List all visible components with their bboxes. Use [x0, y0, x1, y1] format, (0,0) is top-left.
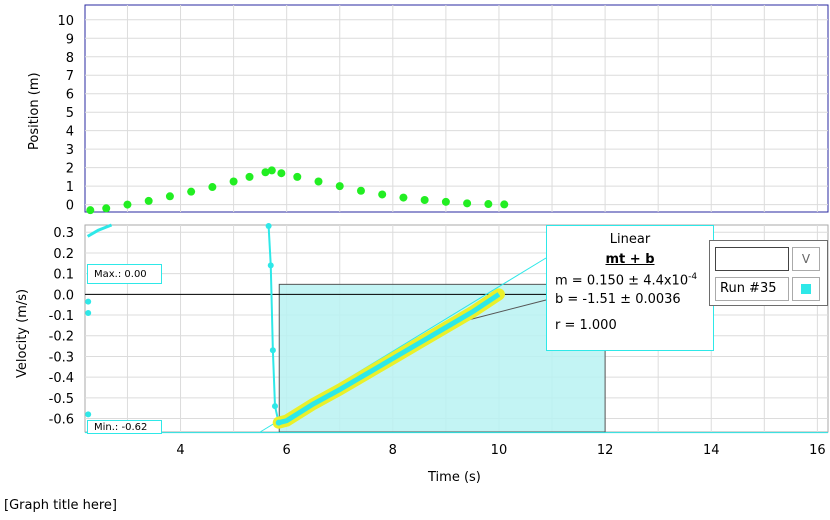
fit-title: Linear: [609, 232, 651, 247]
time-tick-label: 12: [597, 443, 614, 458]
position-point: [420, 195, 429, 204]
velocity-point: [85, 411, 92, 418]
position-tick-label: 0: [66, 199, 74, 214]
position-point: [245, 172, 254, 181]
position-grid: [85, 5, 828, 212]
position-point: [123, 200, 132, 209]
position-point: [314, 177, 323, 186]
velocity-tick-label: -0.6: [49, 413, 74, 428]
graph-title[interactable]: [Graph title here]: [4, 498, 117, 513]
legend-color-button[interactable]: [792, 277, 820, 301]
fit-slope-text: m = 0.150 ± 4.4x10: [555, 273, 689, 289]
time-tick-label: 10: [491, 443, 508, 458]
velocity-point: [269, 347, 276, 354]
velocity-tick-label: -0.1: [49, 309, 74, 324]
legend-swatch: [801, 284, 811, 294]
velocity-tick-label: 0.0: [53, 288, 74, 303]
velocity-tick-label: -0.2: [49, 330, 74, 345]
time-tick-label: 6: [283, 443, 291, 458]
position-plot-area[interactable]: [84, 4, 829, 213]
position-tick-label: 4: [66, 125, 74, 140]
velocity-tick-label: 0.2: [53, 247, 74, 262]
position-point: [144, 196, 153, 205]
velocity-tick-label: 0.3: [53, 226, 74, 241]
linear-fit-box[interactable]: Linear mt + b m = 0.150 ± 4.4x10-4 b = -…: [546, 225, 714, 351]
velocity-point: [85, 298, 92, 305]
position-point: [335, 182, 344, 191]
position-tick-label: 9: [66, 32, 74, 47]
position-series: [86, 166, 509, 215]
time-tick-label: 8: [389, 443, 397, 458]
legend-unit-button[interactable]: V: [792, 247, 820, 271]
position-point: [484, 200, 493, 209]
position-point: [86, 206, 95, 215]
position-point: [277, 169, 286, 178]
position-point: [463, 199, 472, 208]
run-legend: V Run #35: [709, 240, 828, 306]
position-point: [165, 192, 174, 201]
position-point: [261, 168, 270, 177]
position-point: [293, 172, 302, 181]
max-stat-box[interactable]: Max.: 0.00: [87, 264, 162, 284]
position-tick-label: 10: [57, 14, 74, 29]
velocity-point: [267, 262, 274, 269]
fit-slope-exponent: -4: [688, 272, 698, 282]
velocity-tick-label: -0.3: [49, 350, 74, 365]
position-tick-label: 3: [66, 143, 74, 158]
fit-intercept: b = -1.51 ± 0.0036: [555, 292, 681, 307]
position-point: [267, 166, 276, 175]
time-tick-label: 16: [809, 443, 826, 458]
velocity-point: [265, 223, 272, 230]
legend-run-label[interactable]: Run #35: [715, 277, 789, 301]
position-point: [208, 183, 217, 192]
legend-value-field[interactable]: [715, 247, 789, 271]
position-point: [187, 187, 196, 196]
velocity-line-fit: [278, 292, 501, 426]
velocity-point: [271, 403, 278, 410]
velocity-point: [85, 309, 92, 316]
velocity-tick-labels: 0.3 0.2 0.1 0.0 -0.1 -0.2 -0.3 -0.4 -0.5 -0.6: [49, 226, 74, 427]
velocity-axis-label: Velocity (m/s): [15, 289, 30, 378]
position-tick-label: 6: [66, 88, 74, 103]
velocity-series: [85, 223, 505, 429]
position-point: [102, 204, 111, 213]
time-tick-label: 14: [703, 443, 720, 458]
position-tick-label: 7: [66, 69, 74, 84]
velocity-tick-label: 0.1: [53, 268, 74, 283]
time-tick-labels: 4 6 8 10 12 14 16: [176, 443, 825, 458]
position-axis-label: Position (m): [27, 72, 42, 150]
velocity-tick-label: -0.4: [49, 371, 74, 386]
position-point: [500, 200, 509, 209]
position-point: [378, 190, 387, 199]
position-point: [229, 177, 238, 186]
min-stat-box[interactable]: Min.: -0.62: [87, 420, 162, 434]
position-tick-label: 2: [66, 162, 74, 177]
position-tick-label: 5: [66, 106, 74, 121]
position-point: [356, 186, 365, 195]
velocity-tick-label: -0.5: [49, 392, 74, 407]
velocity-line-early: [86, 223, 113, 238]
position-point: [399, 193, 408, 202]
position-tick-label: 8: [66, 51, 74, 66]
time-axis-label: Time (s): [427, 470, 481, 485]
fit-slope: m = 0.150 ± 4.4x10-4: [555, 272, 697, 288]
position-tick-labels: 0 1 2 3 4 5 6 7 8 9 10: [57, 14, 74, 214]
position-tick-label: 1: [66, 180, 74, 195]
time-tick-label: 4: [176, 443, 184, 458]
velocity-point: [275, 419, 282, 426]
fit-correlation: r = 1.000: [555, 318, 617, 333]
fit-equation: mt + b: [605, 252, 655, 267]
position-point: [441, 197, 450, 206]
